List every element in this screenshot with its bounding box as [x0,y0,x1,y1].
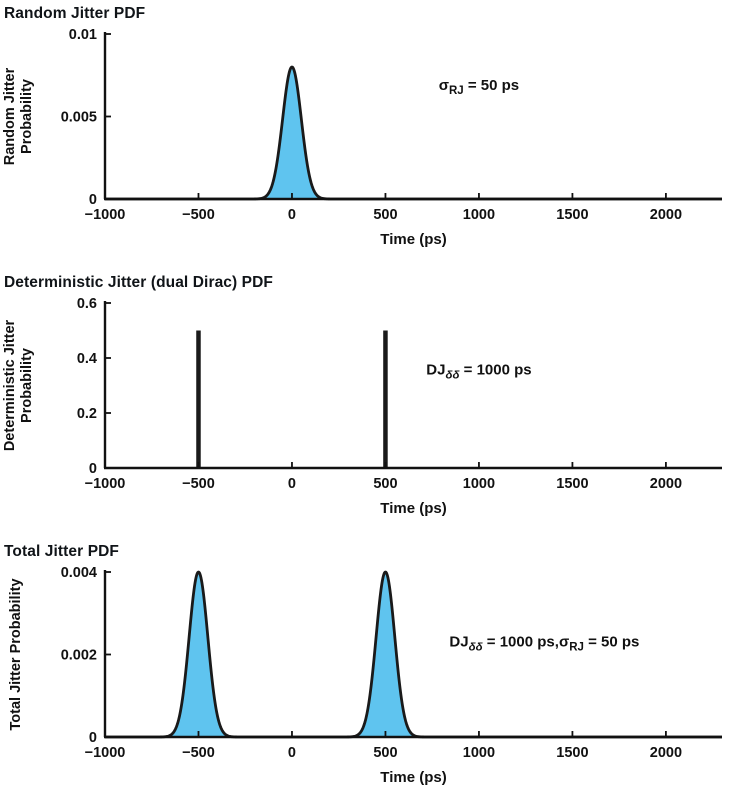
x-tick-label: 2000 [650,745,682,761]
chart-canvas: −1000 −500 0 500 1000 1500 2000 0 0.005 0.01 Time … [2,27,723,248]
x-axis-label: Time (ps) [380,500,446,517]
y-tick-label: 0.2 [77,406,97,422]
x-tick-label: 1500 [556,745,588,761]
x-tick-label: 500 [373,207,397,223]
x-tick-label: 1000 [463,745,495,761]
y-tick-label: 0.6 [77,296,97,312]
annotation: DJδδ = 1000 ps,σRJ = 50 ps [449,633,639,653]
x-axis-label: Time (ps) [380,231,446,248]
pdf-fill [105,67,722,199]
panel-total-jitter-pdf: Total Jitter PDF −1000 −500 0 500 1000 1500 20… [0,538,738,807]
x-tick-label: 1000 [463,207,495,223]
x-tick-label: −500 [182,207,215,223]
chart-random-jitter-pdf: −1000 −500 0 500 1000 1500 2000 0 0.005 0.01 Time … [0,24,738,269]
panel-deterministic-jitter-pdf: Deterministic Jitter (dual Dirac) PDF −1… [0,269,738,538]
x-tick-label: 1000 [463,476,495,492]
x-tick-label: 2000 [650,476,682,492]
x-axis-label: Time (ps) [380,769,446,786]
chart-title-deterministic-jitter: Deterministic Jitter (dual Dirac) PDF [4,274,273,291]
x-tick-label: −500 [182,476,215,492]
y-tick-label: 0.005 [61,110,97,126]
annotation: σRJ = 50 ps [439,77,519,97]
x-tick-label: 0 [288,207,296,223]
x-tick-label: 500 [373,745,397,761]
x-tick-label: 1500 [556,207,588,223]
y-tick-label: 0.4 [77,351,97,367]
x-tick-label: 1500 [556,476,588,492]
chart-canvas: −1000 −500 0 500 1000 1500 2000 0 0.002 0.004 Time… [8,565,723,786]
y-axis-label: Random JitterProbability [2,67,35,165]
y-tick-label: 0.002 [61,648,97,664]
x-tick-label: −1000 [85,476,126,492]
x-tick-label: 0 [288,745,296,761]
chart-title-random-jitter: Random Jitter PDF [4,5,146,22]
pdf-fill [105,572,722,737]
x-tick-label: −500 [182,745,215,761]
y-axis-label: Deterministic JitterProbability [2,319,35,451]
y-tick-label: 0 [89,192,97,208]
chart-deterministic-jitter-pdf: −1000 −500 0 500 1000 1500 2000 0 0.2 0.4 0.6 Time … [0,293,738,538]
x-tick-label: 0 [288,476,296,492]
y-tick-label: 0.01 [69,27,97,43]
x-tick-label: 2000 [650,207,682,223]
y-tick-label: 0 [89,461,97,477]
panel-random-jitter-pdf: Random Jitter PDF −1000 −500 0 500 1000 1500 2… [0,0,738,269]
chart-canvas: −1000 −500 0 500 1000 1500 2000 0 0.2 0.4 0.6 Time … [2,296,722,517]
x-tick-label: −1000 [85,745,126,761]
y-tick-label: 0 [89,730,97,746]
annotation: DJδδ = 1000 ps [426,362,531,382]
x-tick-label: 500 [373,476,397,492]
pdf-curve [104,65,723,201]
y-axis-label: Total Jitter Probability [8,578,24,730]
chart-title-total-jitter: Total Jitter PDF [4,543,119,560]
x-tick-label: −1000 [85,207,126,223]
y-tick-label: 0.004 [61,565,97,581]
chart-total-jitter-pdf: −1000 −500 0 500 1000 1500 2000 0 0.002 0.004 Time… [0,562,738,807]
